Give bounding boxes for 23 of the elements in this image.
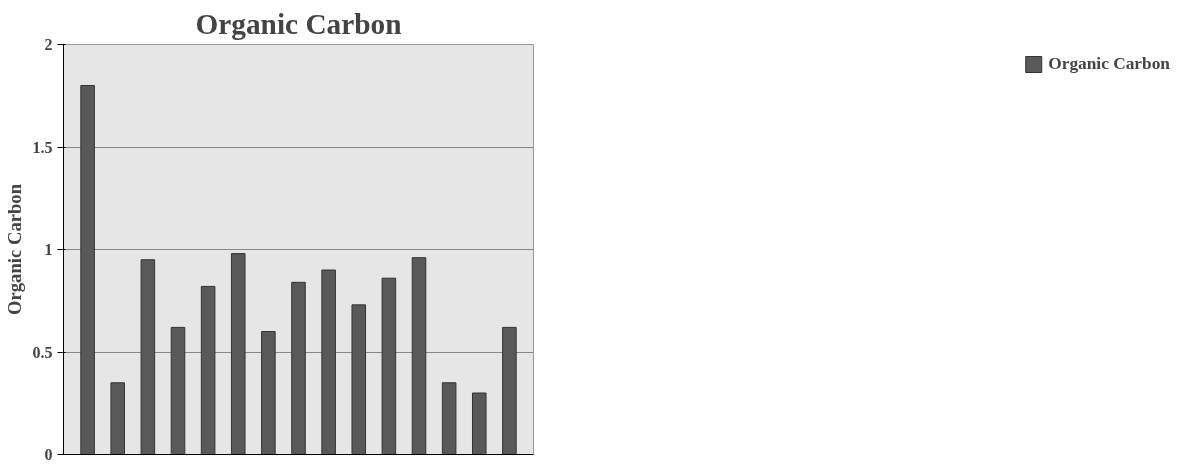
legend-label: Organic Carbon [1048, 54, 1170, 74]
bar [441, 382, 457, 455]
bar [411, 257, 427, 455]
bar [471, 392, 487, 455]
y-tick-label: 2 [44, 36, 53, 53]
y-tick-label: 0.5 [32, 343, 53, 361]
bar [80, 85, 95, 455]
bar [351, 304, 367, 455]
bar [381, 277, 397, 455]
y-tick-label: 1.5 [32, 138, 53, 156]
y-tick-label: 0 [44, 446, 53, 463]
bar [230, 253, 246, 455]
y-tick-label: 1 [44, 241, 53, 258]
bar [170, 326, 186, 455]
bar [140, 259, 156, 455]
bar [502, 326, 517, 455]
y-axis-title: Organic Carbon [3, 183, 25, 316]
bar [321, 269, 336, 455]
bar [261, 331, 276, 455]
bar [291, 281, 306, 455]
bar [200, 285, 216, 455]
bar [110, 382, 126, 455]
chart-title: Organic Carbon [195, 7, 402, 40]
